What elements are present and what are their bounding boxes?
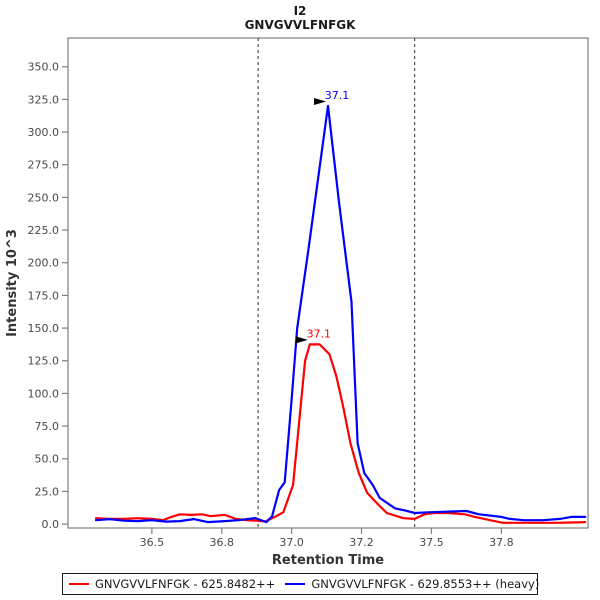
- plot-area[interactable]: [67, 37, 589, 529]
- legend-label-light: GNVGVVLFNFGK - 625.8482++: [95, 577, 276, 591]
- y-axis-tick-label: 250.0: [28, 191, 60, 204]
- peak-rt-annotation-light[interactable]: 37.1: [307, 327, 332, 340]
- x-axis-tick-label: 37.0: [279, 536, 304, 549]
- legend-swatch-light-icon: [69, 583, 89, 585]
- y-axis-tick-label: 225.0: [28, 224, 60, 237]
- y-axis-label: Intensity 10^3: [5, 229, 20, 337]
- y-axis-tick-label: 200.0: [28, 257, 60, 270]
- y-axis-tick-label: 100.0: [28, 387, 60, 400]
- y-axis-tick-label: 25.0: [35, 485, 60, 498]
- x-axis-tick-label: 37.5: [419, 536, 444, 549]
- legend-label-heavy: GNVGVVLFNFGK - 629.8553++ (heavy): [311, 577, 540, 591]
- x-axis-tick-label: 37.8: [489, 536, 514, 549]
- y-axis-tick-label: 325.0: [28, 93, 60, 106]
- legend: GNVGVVLFNFGK - 625.8482++ GNVGVVLFNFGK -…: [62, 573, 539, 595]
- y-axis-tick-label: 125.0: [28, 355, 60, 368]
- y-axis-tick-label: 50.0: [35, 453, 60, 466]
- y-axis-tick-label: 0.0: [42, 518, 60, 531]
- peak-arrow-icon: [314, 97, 326, 105]
- legend-swatch-heavy-icon: [285, 583, 306, 585]
- chart-subtitle: GNVGVVLFNFGK: [245, 18, 357, 32]
- x-axis-tick-label: 36.5: [140, 536, 165, 549]
- y-axis-tick-label: 275.0: [28, 159, 60, 172]
- y-axis-tick-label: 150.0: [28, 322, 60, 335]
- chromatogram-trace-light: [94, 343, 587, 524]
- y-axis-tick-label: 175.0: [28, 289, 60, 302]
- x-axis-tick-label: 37.2: [349, 536, 374, 549]
- chart-title: I2: [294, 4, 307, 18]
- peak-rt-annotation-heavy[interactable]: 37.1: [325, 89, 350, 102]
- y-axis-tick-label: 300.0: [28, 126, 60, 139]
- x-axis-tick-label: 36.8: [210, 536, 235, 549]
- legend-item-heavy: GNVGVVLFNFGK - 629.8553++ (heavy): [285, 577, 539, 591]
- chromatogram-trace-heavy: [94, 104, 587, 524]
- y-axis-tick-label: 75.0: [35, 420, 60, 433]
- y-axis-tick-label: 350.0: [28, 61, 60, 74]
- peak-arrow-icon: [295, 336, 308, 344]
- legend-item-light: GNVGVVLFNFGK - 625.8482++: [69, 577, 275, 591]
- x-axis-label: Retention Time: [272, 553, 384, 568]
